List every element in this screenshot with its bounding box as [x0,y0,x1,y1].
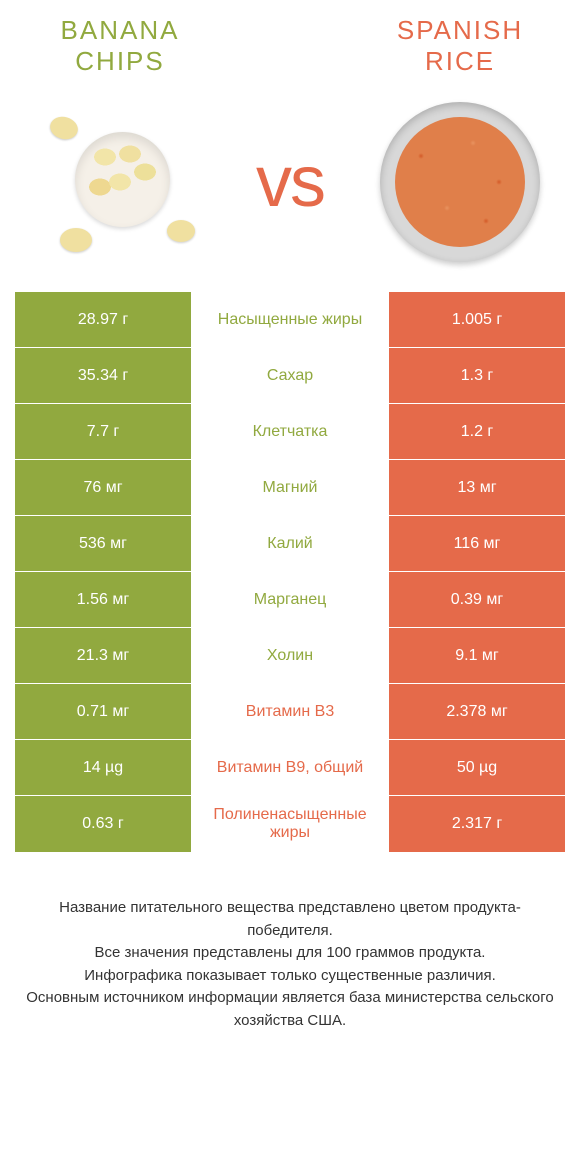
nutrition-row: 7.7 гКлетчатка1.2 г [15,404,565,460]
nutrition-row: 76 мгМагний13 мг [15,460,565,516]
right-value: 13 мг [389,460,565,515]
footer-line-3: Инфографика показывает только существенн… [25,965,555,988]
spanish-rice-image [375,97,545,267]
nutrition-row: 1.56 мгМарганец0.39 мг [15,572,565,628]
header: Banana chips Spanish rice [0,0,580,87]
nutrient-label: Витамин B9, общий [191,740,389,795]
product-right-title: Spanish rice [370,15,550,77]
left-value: 35.34 г [15,348,191,403]
nutrient-label: Холин [191,628,389,683]
nutrition-row: 28.97 гНасыщенные жиры1.005 г [15,292,565,348]
images-row: vs [0,87,580,292]
right-value: 1.2 г [389,404,565,459]
nutrient-label: Марганец [191,572,389,627]
footer-text: Название питательного вещества представл… [0,852,580,1052]
nutrition-row: 35.34 гСахар1.3 г [15,348,565,404]
right-value: 1.005 г [389,292,565,347]
right-value: 0.39 мг [389,572,565,627]
left-value: 7.7 г [15,404,191,459]
right-value: 116 мг [389,516,565,571]
footer-line-2: Все значения представлены для 100 граммо… [25,942,555,965]
nutrition-row: 21.3 мгХолин9.1 мг [15,628,565,684]
nutrient-label: Калий [191,516,389,571]
nutrition-row: 0.71 мгВитамин B32.378 мг [15,684,565,740]
right-value: 2.317 г [389,796,565,852]
product-left-title: Banana chips [30,15,210,77]
nutrient-label: Полиненасыщенные жиры [191,796,389,852]
left-value: 536 мг [15,516,191,571]
nutrient-label: Витамин B3 [191,684,389,739]
left-value: 0.63 г [15,796,191,852]
vs-label: vs [256,141,324,223]
nutrition-row: 536 мгКалий116 мг [15,516,565,572]
nutrient-label: Сахар [191,348,389,403]
left-value: 76 мг [15,460,191,515]
right-value: 1.3 г [389,348,565,403]
footer-line-4: Основным источником информации является … [25,987,555,1032]
footer-line-1: Название питательного вещества представл… [25,897,555,942]
nutrient-label: Клетчатка [191,404,389,459]
right-value: 2.378 мг [389,684,565,739]
nutrition-row: 0.63 гПолиненасыщенные жиры2.317 г [15,796,565,852]
left-value: 0.71 мг [15,684,191,739]
left-value: 14 µg [15,740,191,795]
nutrition-row: 14 µgВитамин B9, общий50 µg [15,740,565,796]
left-value: 28.97 г [15,292,191,347]
right-value: 9.1 мг [389,628,565,683]
right-value: 50 µg [389,740,565,795]
nutrient-label: Магний [191,460,389,515]
nutrition-table: 28.97 гНасыщенные жиры1.005 г35.34 гСаха… [15,292,565,852]
nutrient-label: Насыщенные жиры [191,292,389,347]
left-value: 1.56 мг [15,572,191,627]
banana-chips-image [35,97,205,267]
left-value: 21.3 мг [15,628,191,683]
